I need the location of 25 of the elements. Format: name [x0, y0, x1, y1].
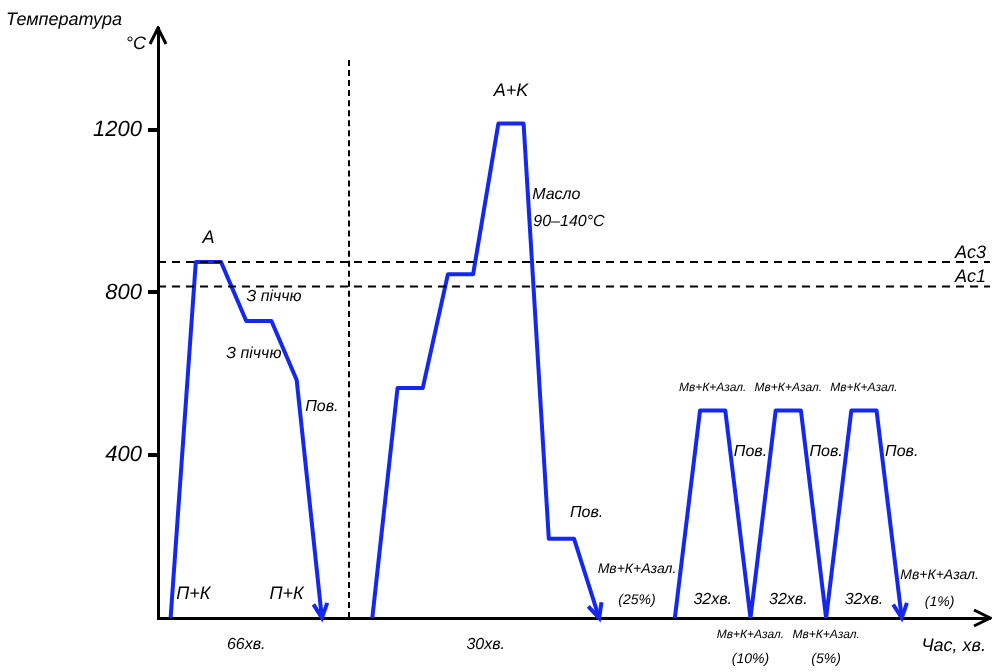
text: 30хв. [466, 634, 506, 653]
annotation: 32хв. [693, 590, 732, 609]
annotation: П+К [176, 582, 212, 603]
annotation: П+К [269, 582, 306, 603]
annotation: З піччю [246, 286, 302, 305]
y-tick-label: 400 [105, 443, 144, 468]
annotation: 32хв. [769, 590, 808, 609]
annotation: Пов. [885, 441, 919, 460]
ref-line-label: Ac3 [952, 241, 986, 262]
y-axis-title: Температура °С [6, 9, 147, 53]
annotation: A+K [491, 80, 531, 101]
ref-line-label: Ac1 [952, 266, 986, 287]
annotation: 90–140°С [533, 211, 606, 230]
annotation: Пов. [305, 396, 339, 415]
y-tick-label: 800 [105, 280, 144, 305]
annotation: Пов. [809, 441, 843, 460]
annotation: 32хв. [844, 590, 884, 609]
text: 66хв. [226, 634, 266, 653]
annotation: Пов. [733, 441, 768, 460]
y-tick-label: 1200 [93, 117, 144, 142]
annotation: A [200, 226, 215, 247]
x-axis-title: Час, хв. [921, 635, 986, 655]
annotation: Масло [532, 185, 582, 204]
annotation: З піччю [226, 343, 282, 362]
annotation: Пов. [569, 502, 604, 521]
